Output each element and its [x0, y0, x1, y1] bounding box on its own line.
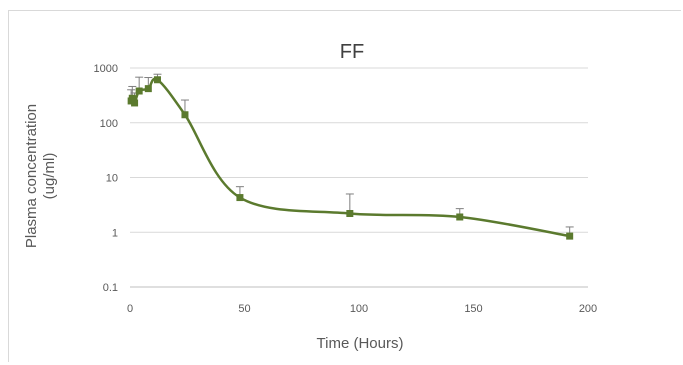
- data-point: [181, 111, 189, 119]
- data-point: [135, 87, 143, 95]
- data-point: [236, 194, 244, 202]
- y-tick-label: 0.1: [103, 282, 118, 294]
- data-point: [346, 210, 354, 218]
- data-point: [153, 76, 161, 84]
- x-tick-label: 200: [579, 303, 597, 315]
- y-tick-label: 10: [106, 173, 118, 185]
- y-tick-label: 1000: [94, 63, 118, 75]
- x-tick-label: 150: [464, 303, 482, 315]
- x-tick-label: 50: [238, 303, 250, 315]
- data-point: [128, 94, 136, 102]
- y-tick-label: 100: [100, 118, 118, 130]
- data-point: [144, 85, 152, 93]
- chart-frame: [8, 10, 681, 362]
- x-tick-label: 100: [350, 303, 368, 315]
- y-axis-title-line2: (ug/ml): [41, 153, 58, 200]
- data-point: [131, 99, 139, 107]
- chart-title: FF: [340, 41, 364, 63]
- data-point: [456, 213, 464, 221]
- x-tick-label: 0: [127, 303, 133, 315]
- tick-label-layer: 0.1 1 10 100 1000 0 50 100 150 200: [94, 63, 598, 315]
- y-tick-label: 1: [112, 227, 118, 239]
- data-point: [566, 232, 574, 240]
- y-axis-title-line1: Plasma concentration: [23, 104, 40, 248]
- marker-layer: [127, 76, 574, 240]
- grid-layer: [130, 67, 588, 233]
- x-axis-title: Time (Hours): [317, 335, 404, 352]
